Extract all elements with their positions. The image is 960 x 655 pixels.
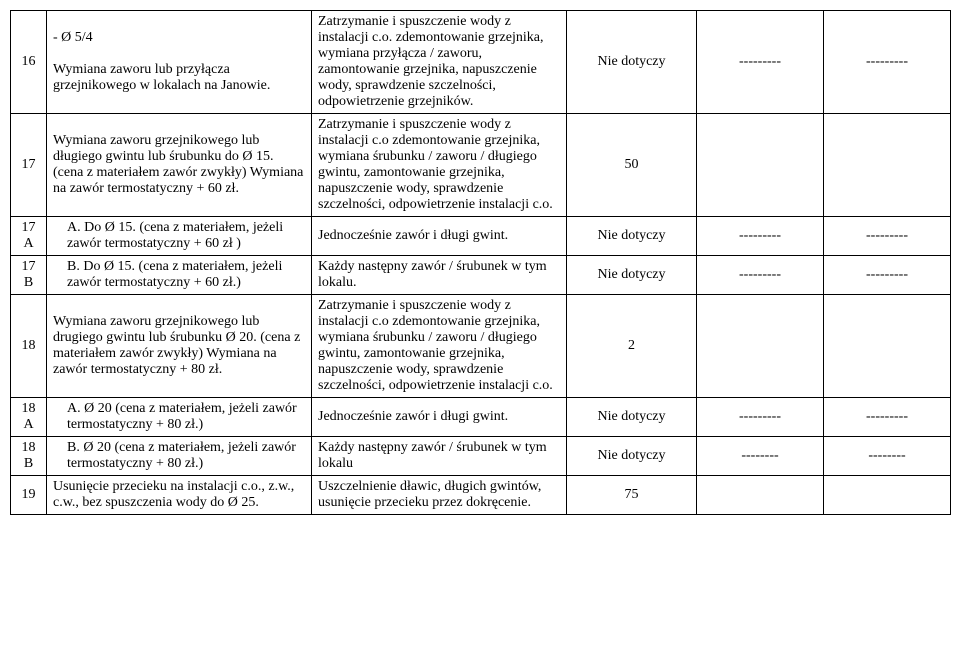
- table-row: 17Wymiana zaworu grzejnikowego lub długi…: [11, 114, 951, 217]
- row-description: Wymiana zaworu grzejnikowego lub drugieg…: [47, 295, 312, 398]
- table-row: 17AA. Do Ø 15. (cena z materiałem, jeżel…: [11, 217, 951, 256]
- table-row: 18AA. Ø 20 (cena z materiałem, jeżeli za…: [11, 398, 951, 437]
- row-dash-2: --------: [824, 437, 951, 476]
- row-dash-1: ---------: [697, 217, 824, 256]
- table-row: 19Usunięcie przecieku na instalacji c.o.…: [11, 476, 951, 515]
- row-scope: Zatrzymanie i spuszczenie wody z instala…: [312, 11, 567, 114]
- row-scope: Uszczelnienie dławic, długich gwintów, u…: [312, 476, 567, 515]
- row-dash-1: [697, 114, 824, 217]
- row-price: 2: [567, 295, 697, 398]
- row-price: Nie dotyczy: [567, 437, 697, 476]
- row-number: 18: [11, 295, 47, 398]
- row-number: 16: [11, 11, 47, 114]
- row-description: - Ø 5/4Wymiana zaworu lub przyłącza grze…: [47, 11, 312, 114]
- table-row: 17BB. Do Ø 15. (cena z materiałem, jeżel…: [11, 256, 951, 295]
- row-scope: Jednocześnie zawór i długi gwint.: [312, 398, 567, 437]
- row-dash-1: [697, 295, 824, 398]
- row-number: 19: [11, 476, 47, 515]
- row-price: Nie dotyczy: [567, 11, 697, 114]
- row-scope: Zatrzymanie i spuszczenie wody z instala…: [312, 295, 567, 398]
- row-scope: Każdy następny zawór / śrubunek w tym lo…: [312, 256, 567, 295]
- row-number: 18A: [11, 398, 47, 437]
- row-dash-2: ---------: [824, 11, 951, 114]
- row-description: Usunięcie przecieku na instalacji c.o., …: [47, 476, 312, 515]
- table-row: 18Wymiana zaworu grzejnikowego lub drugi…: [11, 295, 951, 398]
- row-number: 17B: [11, 256, 47, 295]
- row-description: Wymiana zaworu grzejnikowego lub długieg…: [47, 114, 312, 217]
- row-price: 75: [567, 476, 697, 515]
- row-dash-2: ---------: [824, 256, 951, 295]
- row-dash-1: --------: [697, 437, 824, 476]
- row-dash-1: [697, 476, 824, 515]
- row-dash-2: ---------: [824, 398, 951, 437]
- row-price: Nie dotyczy: [567, 217, 697, 256]
- row-dash-1: ---------: [697, 256, 824, 295]
- row-scope: Jednocześnie zawór i długi gwint.: [312, 217, 567, 256]
- row-number: 17A: [11, 217, 47, 256]
- table-row: 18BB. Ø 20 (cena z materiałem, jeżeli za…: [11, 437, 951, 476]
- row-description: A. Do Ø 15. (cena z materiałem, jeżeli z…: [47, 217, 312, 256]
- row-dash-1: ---------: [697, 398, 824, 437]
- row-description: B. Do Ø 15. (cena z materiałem, jeżeli z…: [47, 256, 312, 295]
- row-price: Nie dotyczy: [567, 398, 697, 437]
- row-dash-2: [824, 295, 951, 398]
- row-dash-2: [824, 476, 951, 515]
- row-price: 50: [567, 114, 697, 217]
- table-row: 16- Ø 5/4Wymiana zaworu lub przyłącza gr…: [11, 11, 951, 114]
- row-dash-2: ---------: [824, 217, 951, 256]
- pricing-table: 16- Ø 5/4Wymiana zaworu lub przyłącza gr…: [10, 10, 951, 515]
- row-number: 17: [11, 114, 47, 217]
- row-dash-1: ---------: [697, 11, 824, 114]
- row-dash-2: [824, 114, 951, 217]
- row-scope: Każdy następny zawór / śrubunek w tym lo…: [312, 437, 567, 476]
- row-scope: Zatrzymanie i spuszczenie wody z instala…: [312, 114, 567, 217]
- row-description: B. Ø 20 (cena z materiałem, jeżeli zawór…: [47, 437, 312, 476]
- row-number: 18B: [11, 437, 47, 476]
- row-description: A. Ø 20 (cena z materiałem, jeżeli zawór…: [47, 398, 312, 437]
- row-price: Nie dotyczy: [567, 256, 697, 295]
